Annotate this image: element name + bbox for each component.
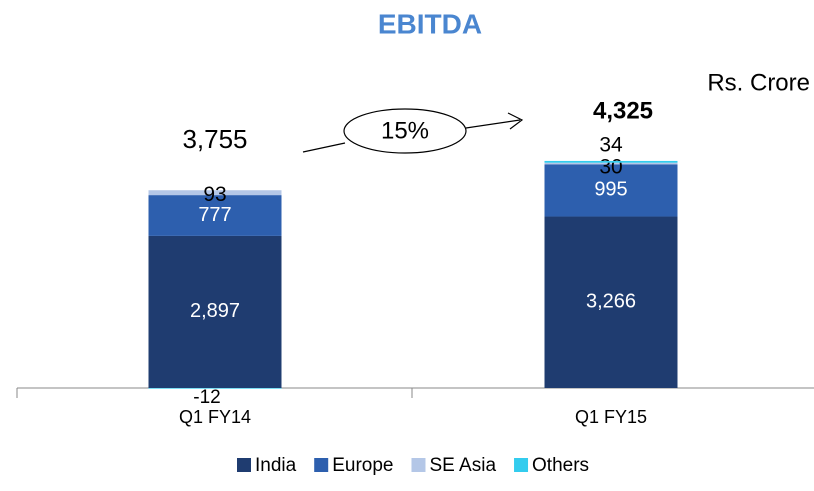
data-label: 34 xyxy=(599,133,623,156)
legend-swatch xyxy=(237,458,251,472)
bar-segment xyxy=(148,190,282,196)
growth-label: 15% xyxy=(381,117,429,144)
data-label: 2,897 xyxy=(190,300,240,322)
data-label: 3,266 xyxy=(586,291,636,313)
total-label: 4,325 xyxy=(593,97,653,124)
legend-swatch xyxy=(411,458,426,472)
arrow-line xyxy=(465,119,521,129)
arrow-line xyxy=(302,142,346,153)
bar-segment xyxy=(544,162,678,165)
bar-segment xyxy=(148,235,282,388)
unit-label: Rs. Crore xyxy=(707,69,810,96)
x-tick-label: Q1 FY14 xyxy=(179,407,251,427)
growth-ellipse xyxy=(343,108,467,154)
bar-segment xyxy=(544,164,678,217)
bar-segment xyxy=(148,388,282,389)
data-label: 995 xyxy=(594,179,627,201)
data-label: 30 xyxy=(599,155,622,178)
bar-segment xyxy=(148,195,282,236)
total-label: 3,755 xyxy=(182,124,247,154)
arrow-head xyxy=(507,112,524,130)
data-label: -12 xyxy=(193,387,220,408)
x-tick-label: Q1 FY15 xyxy=(575,407,647,427)
legend-label: Others xyxy=(532,455,589,476)
legend-swatch xyxy=(314,458,329,472)
bar-segment xyxy=(544,160,678,163)
data-label: 777 xyxy=(198,204,231,226)
legend-label: Europe xyxy=(332,455,393,476)
bar-segment xyxy=(544,216,678,388)
chart-title: EBITDA xyxy=(378,8,482,39)
legend-label: SE Asia xyxy=(429,455,496,476)
legend-swatch xyxy=(514,458,529,472)
data-label: 93 xyxy=(203,183,226,206)
legend-label: India xyxy=(255,455,297,476)
